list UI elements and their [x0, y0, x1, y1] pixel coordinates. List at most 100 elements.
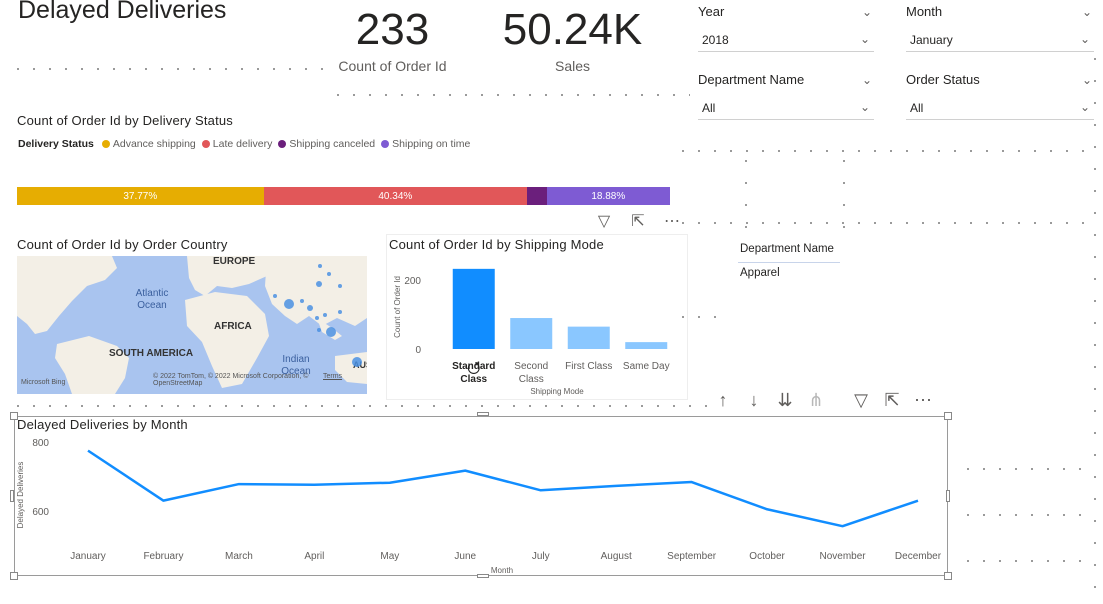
legend-item[interactable]: Advance shipping: [101, 138, 196, 150]
slicer-month[interactable]: Month ⌄ January ⌄: [906, 4, 1094, 52]
x-axis-label: Shipping Mode: [530, 387, 584, 396]
resize-handle[interactable]: [944, 412, 952, 420]
visual-header-icons: ▽ ⇱ ⋯: [594, 211, 682, 231]
legend-label: Shipping on time: [392, 138, 471, 150]
x-tick-label: November: [819, 551, 866, 562]
x-tick-label: December: [895, 551, 942, 562]
stacked-bar-segment[interactable]: 37.77%: [17, 187, 264, 205]
drill-down-icon[interactable]: ↓: [749, 390, 759, 410]
legend-item[interactable]: Late delivery: [201, 138, 273, 150]
delivery-status-legend: Delivery Status Advance shipping Late de…: [18, 138, 472, 150]
card-value: 50.24K: [502, 5, 643, 54]
chevron-down-icon: ⌄: [859, 100, 870, 114]
legend-label: Late delivery: [212, 138, 273, 150]
delayed-deliveries-visual[interactable]: Delayed Deliveries 600 800 January February M…: [14, 416, 948, 576]
stacked-bar-segment[interactable]: [527, 187, 547, 205]
chevron-down-icon[interactable]: ⌄: [1081, 5, 1092, 19]
card-sales[interactable]: 50.24K Sales: [495, 4, 650, 74]
bing-logo: Microsoft Bing: [21, 379, 66, 386]
map-bubble: [273, 294, 277, 298]
order-country-map[interactable]: EUROPE Atlantic Ocean AFRICA SOUTH AMERI…: [17, 256, 367, 394]
legend-label: Advance shipping: [112, 138, 196, 150]
resize-handle[interactable]: [477, 412, 489, 416]
chevron-down-icon: ⌄: [1079, 32, 1090, 46]
table-header[interactable]: Department Name: [738, 236, 840, 263]
drill-up-icon[interactable]: ↑: [718, 390, 728, 410]
filter-icon[interactable]: ▽: [597, 213, 611, 230]
resize-handle[interactable]: [10, 412, 18, 420]
map-label: Indian Ocean: [281, 354, 311, 377]
resize-handle[interactable]: [944, 572, 952, 580]
resize-handle[interactable]: [10, 490, 14, 502]
department-table[interactable]: Department Name Apparel: [738, 236, 840, 285]
focus-mode-icon[interactable]: ⇱: [631, 213, 645, 230]
guide-dots: [960, 514, 1095, 516]
slicer-label: Month: [906, 4, 943, 19]
slicer-order-status[interactable]: Order Status ⌄ All ⌄: [906, 72, 1094, 120]
x-tick-label: October: [749, 551, 785, 562]
shipping-mode-title: Count of Order Id by Shipping Mode: [389, 237, 604, 252]
map-bubble: [323, 313, 327, 317]
x-tick-label: Standard Class: [452, 361, 495, 385]
slicer-value: All: [910, 101, 924, 115]
bar: [510, 318, 553, 349]
map-label: AFRICA: [214, 321, 252, 332]
slicer-dropdown[interactable]: All ⌄: [698, 98, 874, 120]
slicer-dropdown[interactable]: 2018 ⌄: [698, 30, 874, 52]
shipping-mode-visual[interactable]: Count of Order Id 0 200 Standard Class Second…: [386, 234, 688, 400]
slicer-year[interactable]: Year ⌄ 2018 ⌄: [698, 4, 874, 52]
slicer-dropdown[interactable]: January ⌄: [906, 30, 1094, 52]
legend-label: Shipping canceled: [289, 138, 376, 150]
card-order-count[interactable]: 233 Count of Order Id: [330, 4, 455, 74]
stacked-bar-segment[interactable]: 18.88%: [546, 187, 670, 205]
stacked-bar-segment[interactable]: 40.34%: [263, 187, 528, 205]
chevron-down-icon[interactable]: ⌄: [1081, 73, 1092, 87]
y-axis-label: Count of Order Id: [393, 276, 402, 338]
x-tick-label: June: [454, 551, 476, 562]
map-bubble: [307, 305, 313, 311]
guide-dots: [10, 405, 710, 407]
series-line: [87, 449, 919, 528]
y-tick-label: 200: [404, 276, 421, 287]
map-bubble: [315, 316, 319, 320]
table-row[interactable]: Apparel: [740, 267, 780, 279]
map-label: EUROPE: [213, 256, 256, 267]
card-label: Count of Order Id: [338, 58, 447, 74]
focus-mode-icon[interactable]: ⇱: [884, 390, 900, 410]
landmass-europe: [187, 256, 267, 296]
slicer-dropdown[interactable]: All ⌄: [906, 98, 1094, 120]
more-options-icon[interactable]: ⋯: [664, 213, 680, 230]
x-tick-label: March: [225, 551, 253, 562]
x-tick-label: July: [532, 551, 550, 562]
guide-dots: [675, 316, 725, 318]
map-terms-link[interactable]: Terms: [323, 373, 343, 380]
bar: [625, 342, 668, 349]
card-value: 233: [355, 5, 430, 54]
drill-fork-icon[interactable]: ⋔: [808, 390, 824, 410]
expand-all-icon[interactable]: ⇊: [777, 390, 793, 410]
slicer-value: January: [910, 33, 953, 47]
map-bubble: [300, 299, 304, 303]
more-options-icon[interactable]: ⋯: [914, 390, 932, 410]
slicer-department[interactable]: Department Name ⌄ All ⌄: [698, 72, 874, 120]
legend-item[interactable]: Shipping canceled: [278, 138, 375, 150]
guide-dots: [843, 150, 845, 230]
resize-handle[interactable]: [946, 490, 950, 502]
map-bubble: [352, 357, 362, 367]
bar: [452, 268, 495, 349]
guide-dots: [1094, 48, 1096, 588]
legend-item[interactable]: Shipping on time: [381, 138, 470, 150]
map-bubble: [338, 310, 342, 314]
x-tick-label: First Class: [565, 361, 612, 372]
chevron-down-icon[interactable]: ⌄: [861, 73, 872, 87]
x-axis-label: Month: [491, 566, 513, 575]
delivery-status-stacked-bar[interactable]: 37.77% 40.34% 18.88%: [17, 187, 670, 205]
chevron-down-icon: ⌄: [1079, 100, 1090, 114]
resize-handle[interactable]: [477, 574, 489, 578]
x-tick-label: Same Day: [623, 361, 670, 372]
chevron-down-icon[interactable]: ⌄: [861, 5, 872, 19]
guide-dots: [675, 150, 1095, 152]
map-bubble: [326, 327, 336, 337]
resize-handle[interactable]: [10, 572, 18, 580]
filter-icon[interactable]: ▽: [854, 390, 868, 410]
